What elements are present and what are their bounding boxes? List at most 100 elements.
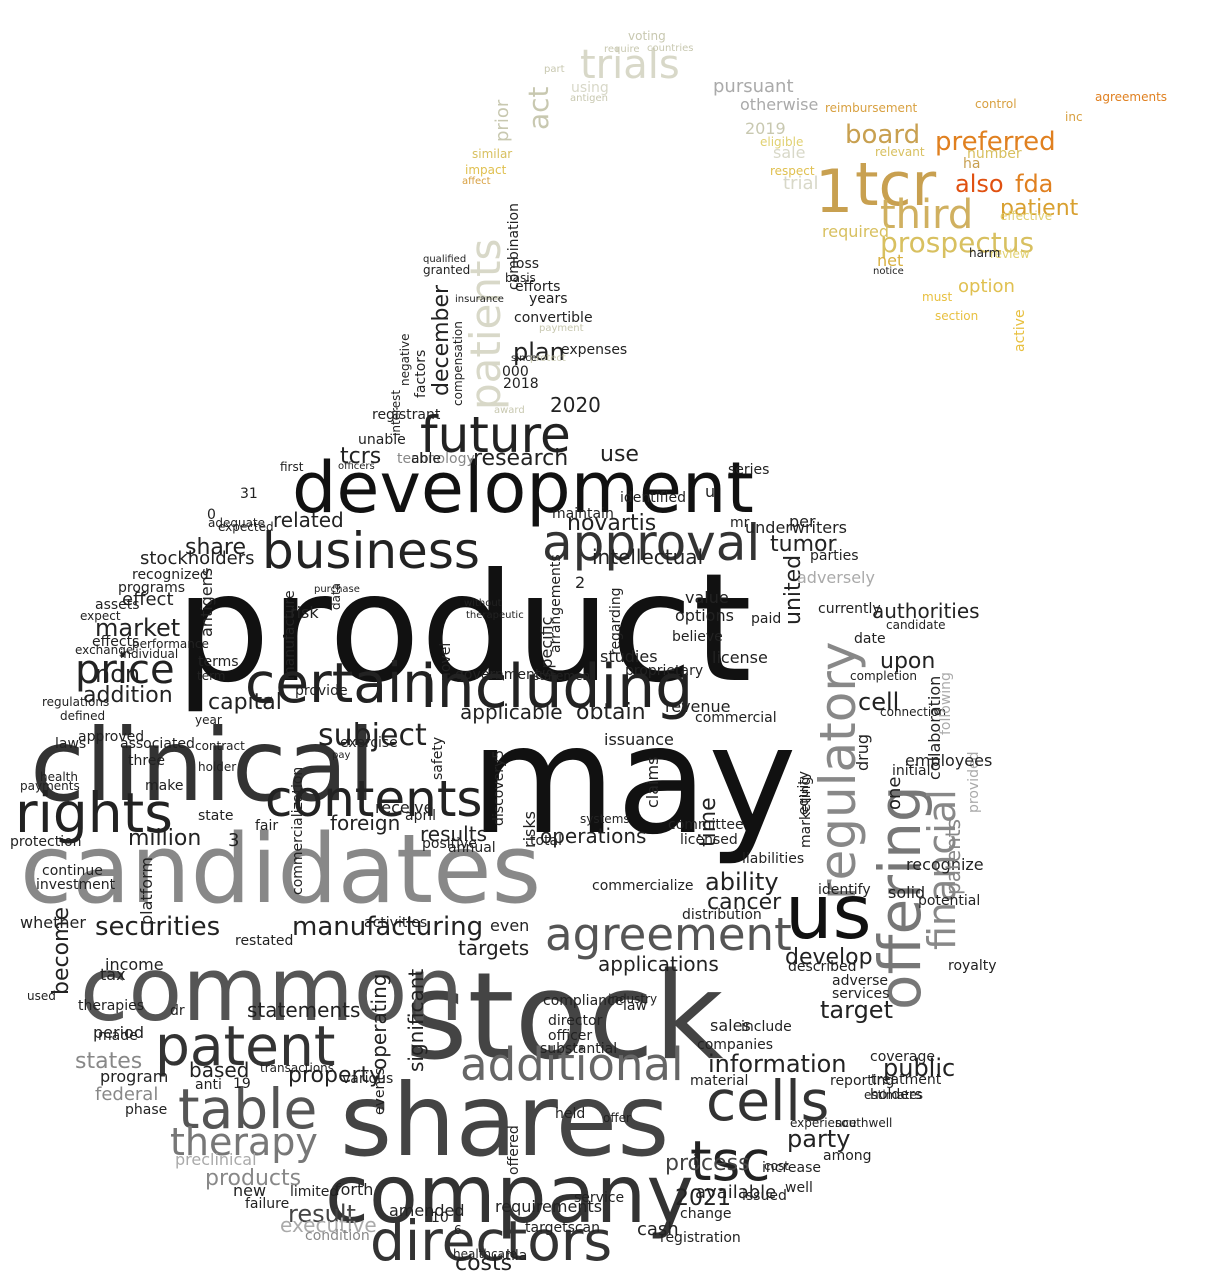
word-positive: positive [422, 836, 477, 852]
word-operating: operating [367, 974, 391, 1070]
word-reimbursement: reimbursement [825, 101, 918, 115]
word-activities: activities [364, 915, 427, 931]
word-federal: federal [95, 1084, 158, 1105]
word-annual: annual [448, 840, 496, 856]
word-number: number [967, 146, 1022, 162]
word-shares: shares [340, 1062, 669, 1179]
word-anti: anti [195, 1077, 222, 1093]
word-option: option [958, 276, 1015, 297]
word-section: section [935, 309, 978, 323]
word-antigens: antigens [197, 568, 216, 637]
word-plan: plan [513, 338, 565, 366]
word-therapies: therapies [78, 998, 144, 1014]
word-options: options [675, 606, 734, 625]
word-issued: issued [742, 1188, 787, 1204]
word-events: events [372, 1068, 388, 1115]
word-expenses: expenses [561, 342, 627, 358]
word-31: 31 [240, 486, 258, 502]
word-negative: negative [398, 334, 412, 386]
word-effect: effect [122, 589, 174, 610]
word-become: become [49, 907, 74, 995]
word-date: date [854, 631, 886, 647]
word-paid: paid [751, 611, 781, 627]
word-state: state [198, 808, 233, 824]
word-tcrs: tcrs [340, 444, 381, 469]
word-otherwise: otherwise [740, 95, 818, 114]
word-price: price [75, 647, 175, 693]
word-underwriters: underwriters [745, 518, 847, 537]
word-upon: upon [880, 649, 935, 674]
word-initial: initial [892, 763, 931, 779]
word-associated: associated [120, 736, 195, 752]
word-condition: condition [305, 1228, 370, 1244]
word-process: process [665, 1151, 750, 1176]
word-southwell: southwell [835, 1116, 892, 1130]
word-claims: claims [643, 757, 662, 808]
word-convertible: convertible [514, 310, 593, 326]
word-forth: forth [335, 1180, 373, 1199]
word-trial: trial [783, 173, 819, 194]
word-commercial: commercial [695, 710, 777, 726]
word-officer: officer [548, 1028, 592, 1044]
word-research: research [473, 446, 568, 471]
word-interest: interest [389, 390, 403, 436]
word-identify: identify [818, 882, 871, 898]
word-held: held [555, 1106, 585, 1122]
word-0: 0 [207, 507, 216, 523]
word-failure: failure [245, 1196, 289, 1212]
word-coverage: coverage [870, 1049, 935, 1065]
word-series: series [728, 462, 769, 478]
word-2019: 2019 [745, 119, 786, 138]
word-law: law [623, 998, 647, 1014]
word-director: director [548, 1013, 603, 1029]
word-adverse: adverse [832, 973, 888, 989]
word-hla: hla [506, 1248, 527, 1264]
word-common: common [80, 938, 463, 1041]
word-executive: executive [280, 1213, 377, 1237]
word-similar: similar [472, 147, 512, 161]
word-regulatory: regulatory [809, 641, 867, 900]
word-harm: harm [969, 246, 1000, 260]
word-substantial: substantial [540, 1041, 617, 1057]
word-intellectual: intellectual [592, 545, 703, 569]
word-products: products [205, 1166, 301, 1191]
word-may: may [470, 694, 797, 868]
word-currently: currently [818, 601, 881, 617]
word-certain: certain [245, 651, 437, 715]
word-payments: payments [20, 779, 80, 793]
word-royalty: royalty [948, 958, 997, 974]
word-described: described [788, 959, 857, 975]
word-patients: patients [461, 239, 510, 410]
word-compliance: compliance [543, 993, 623, 1009]
word-experience: experience [790, 1116, 857, 1130]
word-mr: mr [730, 515, 750, 531]
word-authorities: authorities [872, 599, 980, 623]
word-time: time [696, 797, 721, 847]
word-include: include [741, 1019, 792, 1035]
word-tcr: tcr [855, 150, 937, 220]
word-three: three [128, 753, 165, 769]
word-trials: trials [580, 42, 680, 88]
word-product: product [175, 542, 752, 716]
word-including: including [420, 652, 693, 722]
word-unable: unable [358, 432, 406, 448]
word-recognize: recognize [906, 855, 984, 874]
word-adversely: adversely [797, 568, 875, 587]
word-expected: expected [218, 520, 274, 534]
word-income: income [105, 955, 164, 974]
word-based: based [189, 1058, 249, 1082]
word-able: able [411, 451, 441, 467]
word-offered: offered [506, 1125, 522, 1175]
word-19: 19 [233, 1076, 251, 1092]
word-revenue: revenue [665, 697, 731, 716]
word-proprietary: proprietary [625, 663, 703, 679]
word-contents: contents [265, 770, 482, 828]
word-requirements: requirements [495, 1197, 602, 1216]
word-business: business [262, 522, 480, 580]
word-laws: laws [55, 736, 86, 752]
word-public: public [883, 1054, 955, 1082]
word-offer: offer [603, 1111, 631, 1125]
word-employees: employees [905, 751, 992, 770]
word-related: related [273, 508, 344, 532]
